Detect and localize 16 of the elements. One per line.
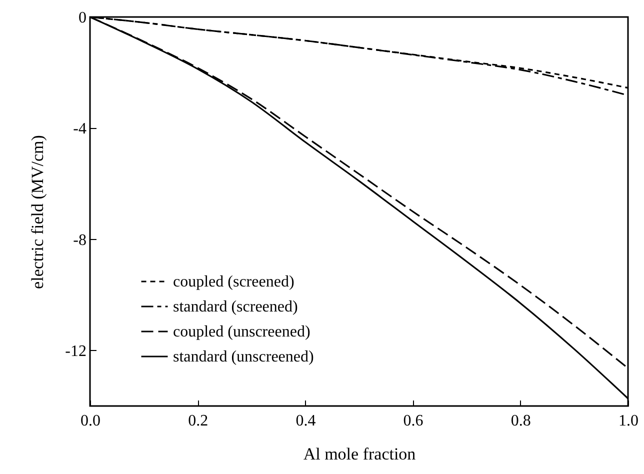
- x-tick-label: 0.0: [80, 412, 100, 430]
- x-tick-label: 0.6: [403, 412, 424, 430]
- x-tick-label: 1.0: [618, 412, 638, 430]
- legend-label: standard (screened): [173, 298, 298, 316]
- y-axis-title: electric field (MV/cm): [28, 135, 48, 289]
- x-tick-label: 0.2: [188, 412, 208, 430]
- x-axis-title: Al mole fraction: [303, 444, 416, 464]
- y-tick-label: 0: [78, 10, 86, 26]
- legend-label: standard (unscreened): [173, 348, 314, 366]
- x-tick-label: 0.8: [510, 412, 531, 430]
- legend-label: coupled (screened): [173, 274, 294, 290]
- x-tick-label: 0.4: [296, 412, 316, 430]
- y-tick-label: -4: [73, 120, 86, 138]
- legend-label: coupled (unscreened): [173, 324, 310, 340]
- y-tick-label: -8: [73, 232, 86, 249]
- y-tick-label: -12: [65, 342, 86, 360]
